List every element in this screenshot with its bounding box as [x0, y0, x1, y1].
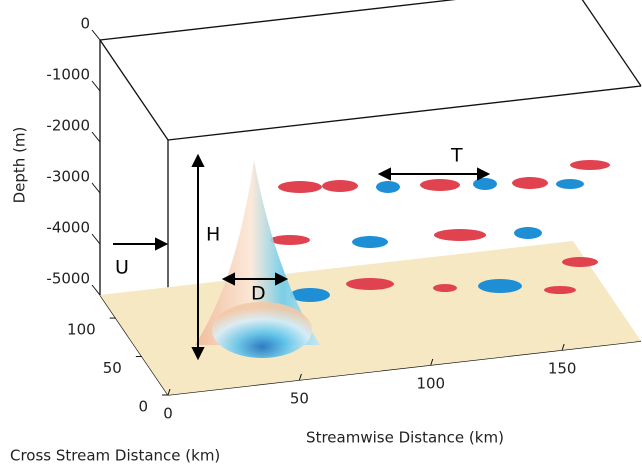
z-axis-label: Depth (m) — [11, 127, 29, 204]
y-tick-label: 100 — [67, 321, 96, 339]
annotation-arrows — [113, 153, 491, 361]
x-tick — [561, 343, 565, 351]
x-axis-label: Streamwise Distance (km) — [306, 429, 504, 447]
z-tick-label: -1000 — [46, 66, 90, 84]
annotation: T — [450, 145, 463, 167]
annotation: D — [251, 283, 266, 305]
z-tick-label: -2000 — [46, 117, 90, 135]
flow-field — [270, 160, 610, 302]
z-tick — [91, 80, 101, 92]
z-tick-label: -4000 — [46, 219, 90, 237]
annotation: H — [206, 224, 220, 246]
z-tick — [91, 233, 101, 245]
box-edge — [99, 39, 169, 141]
x-tick — [430, 358, 434, 366]
z-tick — [91, 29, 101, 41]
y-axis-label: Cross Stream Distance (km) — [10, 447, 220, 465]
z-tick-label: -5000 — [46, 270, 90, 288]
z-tick-label: -3000 — [46, 168, 90, 186]
seamount — [195, 160, 320, 358]
y-tick-label: 0 — [138, 398, 148, 416]
x-tick-label: 0 — [163, 405, 173, 423]
z-tick — [91, 284, 101, 296]
box-edge — [99, 0, 457, 41]
z-tick — [91, 182, 101, 194]
x-tick-label: 50 — [290, 390, 309, 408]
z-tick-label: 0 — [80, 15, 90, 33]
box-edge — [167, 85, 642, 141]
x-tick — [167, 388, 171, 396]
x-tick — [298, 373, 302, 381]
annotation: U — [115, 257, 129, 279]
z-tick — [91, 131, 101, 143]
x-tick-label: 100 — [416, 375, 445, 393]
y-tick-label: 50 — [103, 359, 122, 377]
box-edge — [581, 0, 642, 87]
x-tick-label: 150 — [548, 360, 577, 378]
